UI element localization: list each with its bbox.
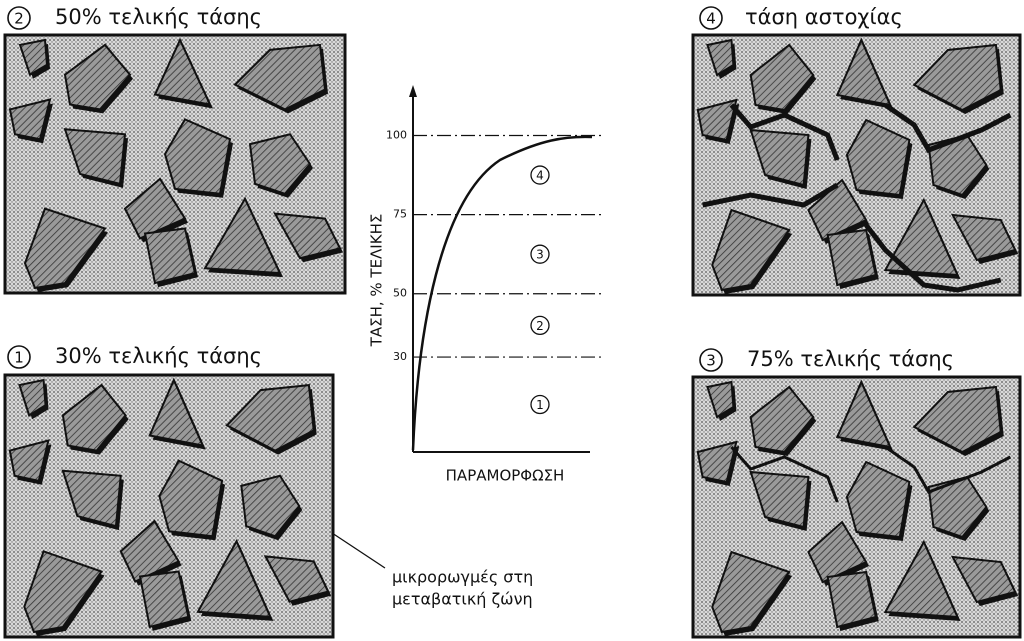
aggregate xyxy=(123,177,187,240)
number-circle xyxy=(699,6,723,30)
aggregate xyxy=(158,459,224,538)
region-circle xyxy=(530,165,550,185)
crack xyxy=(702,182,839,208)
aggregate xyxy=(749,470,810,529)
crack xyxy=(864,223,1002,293)
aggregate xyxy=(711,550,791,634)
y-tick-label: 75 xyxy=(393,208,407,221)
panel-caption: 30% τελικής τάσης xyxy=(55,344,262,368)
aggregate xyxy=(883,539,960,619)
panel-caption: 50% τελικής τάσης xyxy=(55,5,262,29)
concrete-panel xyxy=(691,33,1022,297)
concrete-panel xyxy=(691,375,1022,639)
aggregate xyxy=(233,43,327,111)
aggregate xyxy=(835,37,892,107)
aggregate xyxy=(912,43,1002,112)
y-arrow xyxy=(409,85,417,97)
region-number: 4 xyxy=(536,169,544,183)
aggregate xyxy=(240,474,301,538)
aggregate xyxy=(273,212,342,260)
aggregate xyxy=(196,539,272,618)
aggregate xyxy=(163,118,232,195)
aggregate xyxy=(225,383,315,452)
aggregate xyxy=(61,469,122,528)
crack xyxy=(884,445,1012,494)
aggregate xyxy=(749,43,815,112)
concrete-panel xyxy=(3,33,347,295)
y-tick-label: 100 xyxy=(386,128,407,141)
aggregate xyxy=(696,98,738,142)
aggregate xyxy=(143,227,197,285)
panel-number: 4 xyxy=(706,10,716,28)
aggregate xyxy=(807,520,868,584)
x-axis-label: ΠΑΡΑΜΟΡΦΩΣΗ xyxy=(446,467,565,485)
region-circle xyxy=(530,315,550,336)
aggregate xyxy=(711,208,791,292)
panel-number: 3 xyxy=(706,352,716,370)
concrete-panel xyxy=(3,373,335,639)
aggregate xyxy=(845,118,911,197)
aggregate xyxy=(18,38,49,77)
aggregate xyxy=(749,128,810,187)
aggregate xyxy=(119,519,181,583)
aggregate xyxy=(63,43,132,111)
aggregate xyxy=(835,379,892,449)
region-number: 1 xyxy=(536,398,544,412)
aggregate xyxy=(23,207,107,290)
aggregate xyxy=(138,570,190,629)
y-tick-label: 30 xyxy=(393,350,407,363)
aggregate xyxy=(23,550,104,634)
annotation-line: μικρορωγμές στη xyxy=(392,568,533,587)
region-circle xyxy=(530,394,550,415)
region-circle xyxy=(530,244,550,264)
aggregate xyxy=(63,128,127,186)
panel-caption: τάση αστοχίας xyxy=(745,5,903,29)
aggregate xyxy=(950,213,1017,262)
aggregate xyxy=(8,98,52,141)
aggregate xyxy=(826,228,877,287)
aggregate xyxy=(248,133,312,195)
aggregate xyxy=(826,570,877,629)
annotation-line: μεταβατική ζώνη xyxy=(392,590,533,609)
aggregate xyxy=(8,439,50,482)
panel-caption: 75% τελικής τάσης xyxy=(747,347,954,371)
aggregate xyxy=(706,38,735,77)
aggregate xyxy=(912,385,1002,454)
aggregate xyxy=(883,197,960,277)
aggregate xyxy=(203,196,282,275)
aggregate xyxy=(61,383,127,452)
aggregate xyxy=(153,37,212,106)
region-number: 2 xyxy=(536,319,544,333)
crack xyxy=(883,102,1012,154)
aggregate xyxy=(950,555,1017,604)
y-tick-label: 50 xyxy=(393,287,407,300)
stress-curve xyxy=(411,135,593,451)
aggregate xyxy=(263,555,330,603)
number-circle xyxy=(7,6,31,30)
number-circle xyxy=(699,348,723,372)
aggregate xyxy=(18,378,47,417)
aggregate xyxy=(696,440,738,484)
aggregate xyxy=(845,460,911,539)
aggregate xyxy=(148,377,205,447)
aggregate xyxy=(749,385,815,454)
crack xyxy=(730,446,839,503)
number-circle xyxy=(7,345,31,369)
aggregate xyxy=(706,380,735,419)
y-axis-label: ΤΑΣΗ, % ΤΕΛΙΚΗΣ xyxy=(368,214,386,348)
region-number: 3 xyxy=(536,248,544,262)
panel-number: 2 xyxy=(14,10,24,28)
crack xyxy=(729,103,840,161)
panel-number: 1 xyxy=(14,349,24,367)
